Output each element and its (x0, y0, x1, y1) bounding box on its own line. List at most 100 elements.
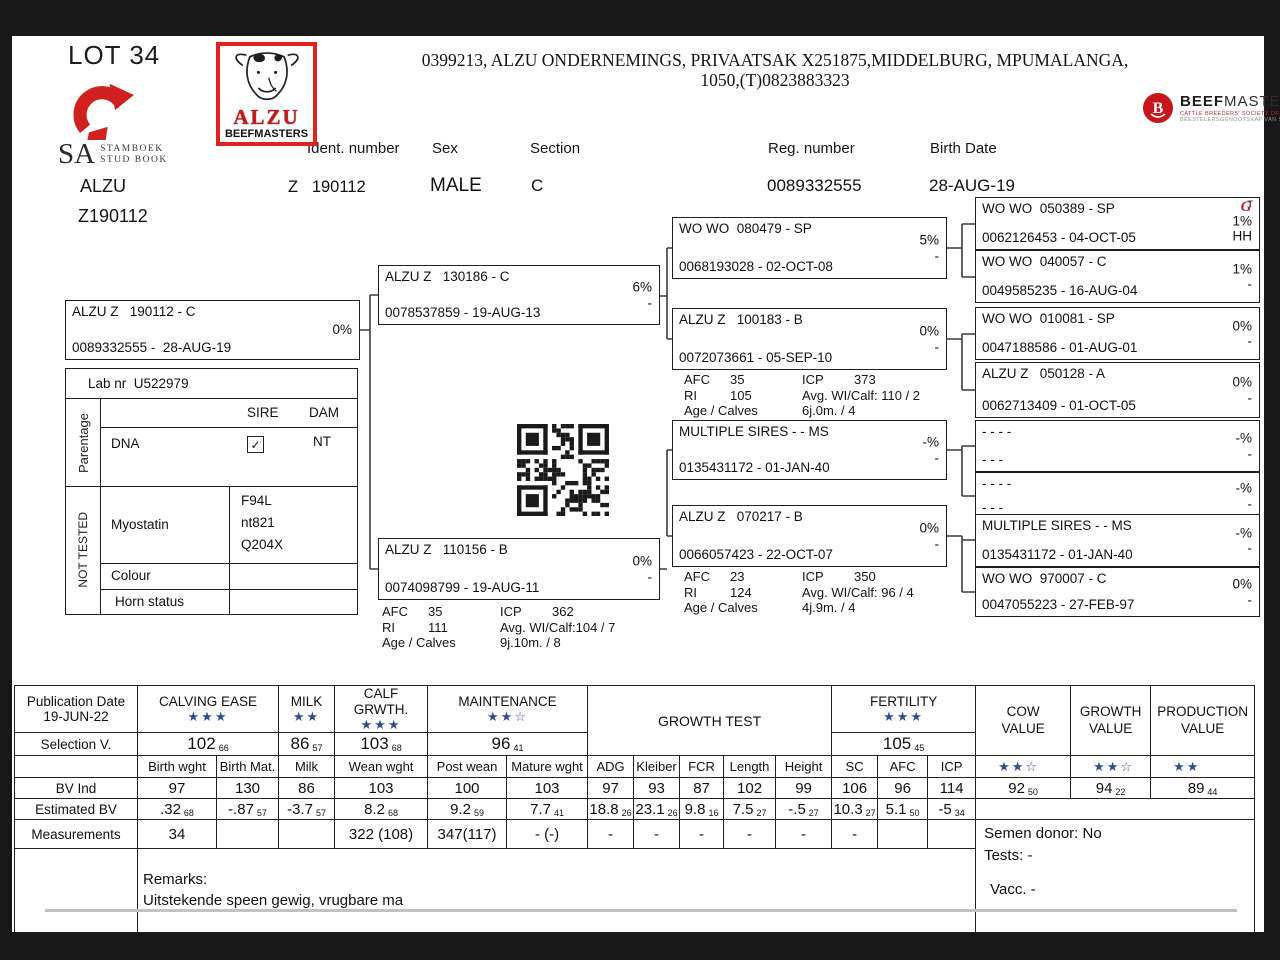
fertility-stars: ★★★ (883, 709, 925, 725)
growth-value-header: GROWTH VALUE (1070, 684, 1152, 757)
estimated-bv-row-label: Estimated BV (14, 798, 138, 821)
est-bv-cell: 7.7 41 (506, 798, 589, 821)
col-header: ICP (927, 755, 977, 779)
sex-label: Sex (432, 140, 458, 157)
lot-number: LOT 34 (68, 40, 161, 70)
sire-column-header: SIRE (247, 405, 279, 420)
est-bv-cell: 9.8 16 (679, 798, 725, 821)
growth-test-header: GROWTH TEST (587, 684, 833, 757)
cow-value-stars: ★★☆ (975, 755, 1072, 779)
herd-name: ALZU (80, 176, 127, 196)
pedigree-gen4-box: WO WO 050389 - SP GT 1% HH 0062126453 - 0… (975, 197, 1260, 250)
bv-ind-cell: 102 (723, 777, 777, 800)
col-header: Birth wght (137, 755, 217, 779)
bv-ind-cell: 87 (679, 777, 725, 800)
est-bv-cell: -3.7 57 (278, 798, 336, 821)
col-header: Milk (278, 755, 336, 779)
pedigree-gen4-box: - - - - -% - - - - (975, 420, 1260, 472)
selection-fertility: 105 45 (831, 732, 977, 757)
breeding-values-table: Publication Date 19-JUN-22 CALVING EASE ★… (14, 684, 1256, 934)
publication-date-value: 19-JUN-22 (43, 709, 109, 724)
beefmaster-sub1: CATTLE BREEDERS' SOCIETY OF SA (1180, 111, 1280, 117)
est-bv-cell: -.5 27 (775, 798, 833, 821)
dna-row-label: DNA (111, 436, 140, 451)
animal-reg: 0089332555 - 28-AUG-19 (72, 340, 232, 355)
bv-ind-cell: 106 (831, 777, 879, 800)
bv-ind-cell: 96 (877, 777, 929, 800)
col-header: Post wean (427, 755, 508, 779)
col-header: AFC (877, 755, 929, 779)
sa-letters: SA (58, 138, 96, 170)
dam-column-header: DAM (309, 405, 339, 420)
est-bv-cell: -.87 57 (215, 798, 280, 821)
col-header: SC (831, 755, 879, 779)
col-header: Mature wght (506, 755, 589, 779)
lab-number: Lab nr U522979 (66, 369, 357, 399)
remarks-label: Remarks: (143, 871, 208, 889)
dna-dam-value: NT (313, 434, 331, 449)
selection-row-label: Selection V. (14, 732, 138, 757)
selection-calf: 103 68 (334, 732, 429, 757)
est-bv-cell: 8.2 68 (334, 798, 429, 821)
beefmaster-word-beef: BEEF (1180, 93, 1225, 110)
bv-ind-cell: 99 (775, 777, 833, 800)
section-value: C (531, 176, 544, 195)
bv-ind-cell: 100 (427, 777, 508, 800)
bull-sketch-icon (234, 52, 299, 101)
selection-calving: 102 66 (136, 732, 280, 757)
col-header: ADG (587, 755, 635, 779)
measurement-cell (278, 819, 336, 850)
col-header: Wean wght (334, 755, 429, 779)
measurement-cell: 34 (137, 819, 217, 850)
sa-studbook-mark-icon (73, 83, 134, 140)
birth-date-value: 28-AUG-19 (929, 176, 1015, 195)
ident-number-label: Ident. number (307, 140, 400, 157)
measurement-cell: - (679, 819, 725, 850)
section-label: Section (530, 140, 581, 157)
qr-code (517, 424, 609, 516)
bv-ind-row-label: BV Ind (14, 777, 138, 800)
sa-sub-text: STAMBOEK STUD BOOK (100, 144, 168, 165)
pedigree-gen3-box: ALZU Z 070217 - B 0% - 0066057423 - 22-OC… (672, 505, 947, 567)
dam-fertility-stats: AFC 35 ICP 362 RI 111 Avg. WI/Calf:104 / 7 Ag… (382, 604, 616, 650)
measurement-cell: - (-) (506, 819, 589, 850)
pedigree-subject-box: ALZU Z 190112 - C 0% 0089332555 - 28-AUG… (65, 300, 360, 360)
growth-value-stars: ★★☆ (1070, 755, 1152, 779)
measurement-cell (215, 819, 280, 850)
remarks-cell: Remarks: Uitstekende speen gewig, vrugba… (136, 848, 977, 934)
breeder-address: 0399213, ALZU ONDERNEMINGS, PRIVAATSAK X… (421, 50, 1129, 91)
measurement-cell: - (587, 819, 635, 850)
col-header: FCR (679, 755, 725, 779)
est-bv-cell: 9.2 59 (427, 798, 508, 821)
pedigree-gen4-box: WO WO 040057 - C 1% - 0049585235 - 16-AUG… (975, 250, 1260, 303)
measurements-row-label: Measurements (14, 819, 138, 850)
gt-genomic-icon: GT (1240, 199, 1253, 215)
col-header: Birth Mat. (215, 755, 280, 779)
selection-maintenance: 96 41 (427, 732, 589, 757)
myostatin-value: nt821 (241, 515, 275, 530)
measurement-cell: 347(117) (427, 819, 508, 850)
beefmaster-sub2: BEESTELERSGENOOTSKAP VAN SA (1180, 117, 1280, 123)
bv-ind-cell: 97 (137, 777, 217, 800)
pedigree-gen3-box: ALZU Z 100183 - B 0% - 0072073661 - 05-SE… (672, 308, 947, 370)
production-value-stars: ★★ (1150, 755, 1256, 779)
myostatin-value: F94L (241, 493, 272, 508)
gen3-dam-stats: AFC 23 ICP 350 RI 124 Avg. WI/Calf: 96 / 4 Ag… (684, 569, 914, 615)
pedigree-gen4-box: WO WO 970007 - C 0% - 0047055223 - 27-FEB… (975, 567, 1260, 617)
production-value-index: 89 44 (1150, 777, 1256, 800)
herd-code: Z190112 (78, 206, 148, 226)
dna-sire-checkbox-icon: ✓ (247, 436, 264, 453)
alzu-logo-sub: BEEFMASTERS (224, 128, 309, 140)
bv-ind-cell: 130 (215, 777, 280, 800)
horn-status-label: Horn status (115, 594, 185, 609)
pedigree-gen4-box: WO WO 010081 - SP 0% - 0047188586 - 01-AU… (975, 307, 1260, 360)
measurement-cell: - (633, 819, 681, 850)
pedigree-gen3-box: MULTIPLE SIRES - - MS -% - 0135431172 - 0… (672, 420, 947, 480)
svg-text:B: B (1153, 100, 1164, 117)
vaccination-info: Vacc. - (990, 880, 1036, 898)
colour-label: Colour (111, 568, 151, 583)
milk-header: MILK ★★ (278, 684, 336, 734)
sex-value: MALE (430, 175, 482, 196)
